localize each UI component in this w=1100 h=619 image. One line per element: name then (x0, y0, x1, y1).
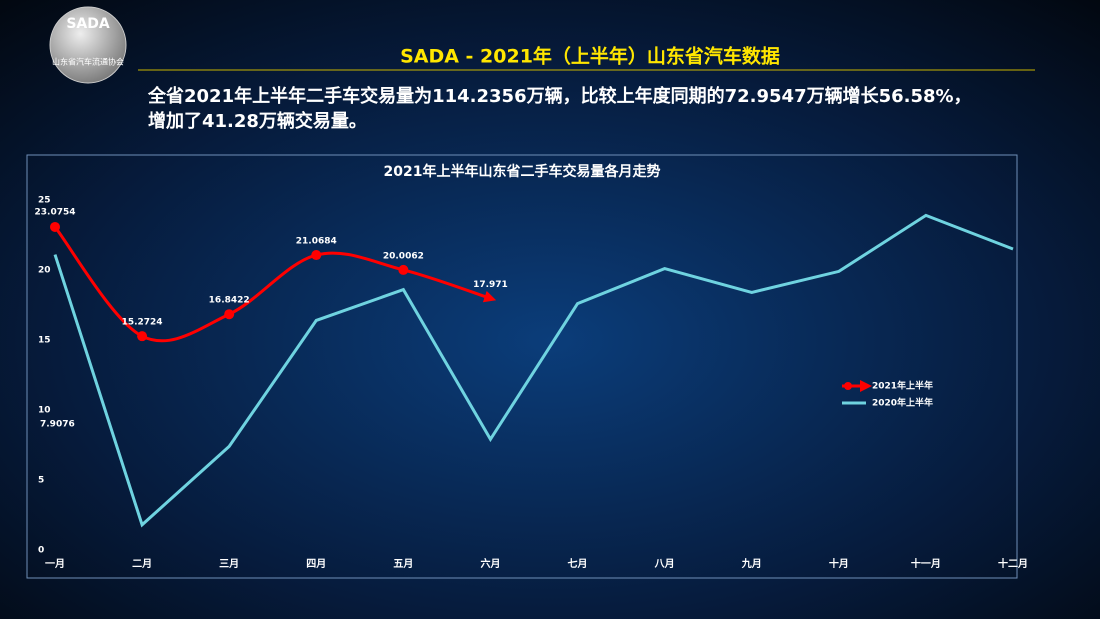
legend-label: 2021年上半年 (872, 380, 933, 392)
x-tick-label: 一月 (45, 558, 65, 570)
data-point (50, 221, 60, 232)
summary-line: 增加了41.28万辆交易量。 (148, 110, 367, 132)
data-point (137, 331, 148, 342)
chart-frame (26, 154, 1018, 579)
x-tick-label: 五月 (393, 558, 413, 570)
data-label: 15.2724 (122, 318, 163, 328)
data-label: 16.8422 (209, 296, 250, 306)
data-label: 17.971 (473, 280, 508, 290)
logo (49, 6, 127, 84)
data-label: 21.0684 (296, 237, 337, 247)
series-line (53, 213, 1014, 528)
x-tick-label: 三月 (219, 558, 239, 570)
legend-label: 2020年上半年 (872, 397, 933, 409)
data-point (311, 250, 322, 261)
y-tick-label: 20 (38, 266, 51, 276)
y-tick-label: 0 (38, 546, 44, 556)
data-label: 23.0754 (35, 207, 76, 217)
x-tick-label: 二月 (132, 558, 152, 570)
chart-title: 2021年上半年山东省二手车交易量各月走势 (384, 163, 661, 180)
summary-line: 全省2021年上半年二手车交易量为114.2356万辆，比较上年度同期的72.9… (147, 85, 972, 107)
y-tick-label: 10 (38, 406, 51, 416)
legend-marker (844, 382, 852, 390)
y-tick-label: 5 (38, 476, 44, 486)
data-point (398, 264, 409, 275)
x-tick-label: 十月 (829, 557, 849, 570)
x-tick-label: 八月 (654, 558, 675, 570)
x-tick-label: 四月 (306, 558, 326, 570)
logo-subtext: 山东省汽车流通协会 (52, 57, 124, 67)
x-tick-label: 十二月 (998, 557, 1028, 570)
slide-title: SADA - 2021年（上半年）山东省汽车数据 (400, 45, 780, 68)
x-tick-label: 十一月 (911, 557, 941, 570)
logo-text: SADA (66, 16, 110, 32)
x-tick-label: 九月 (741, 557, 762, 570)
y-tick-label: 15 (38, 336, 51, 346)
data-label: 7.9076 (40, 420, 75, 430)
data-label: 20.0062 (383, 251, 424, 261)
x-tick-label: 七月 (568, 557, 588, 570)
x-tick-label: 六月 (480, 557, 500, 570)
y-tick-label: 25 (38, 196, 51, 206)
data-point (224, 309, 235, 320)
